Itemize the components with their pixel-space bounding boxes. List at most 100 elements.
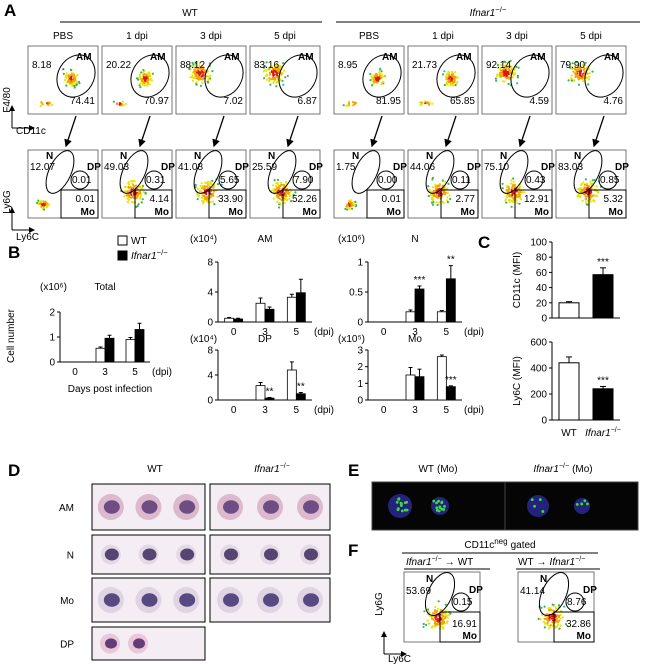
event-dot xyxy=(586,195,589,198)
strain-name: WT xyxy=(518,557,534,568)
event-dot xyxy=(198,195,201,198)
event-dot xyxy=(578,68,581,71)
event-dot xyxy=(76,80,79,83)
unit-label: (x10⁶) xyxy=(338,234,365,245)
event-dot xyxy=(272,76,275,80)
event-dot xyxy=(116,102,119,105)
event-dot xyxy=(508,195,511,198)
event-dot xyxy=(507,82,510,85)
event-dot xyxy=(570,74,573,77)
event-dot xyxy=(112,100,115,103)
event-dot xyxy=(448,71,451,74)
y-tick-label: 2 xyxy=(49,308,55,319)
event-dot xyxy=(444,616,447,620)
x-tick-label: WT xyxy=(561,428,577,439)
plot-frame xyxy=(555,45,627,115)
event-dot xyxy=(430,193,433,196)
event-dot xyxy=(277,185,281,188)
event-dot xyxy=(551,621,554,624)
event-dot xyxy=(139,82,142,85)
y-tick-label: 1 xyxy=(49,333,55,344)
event-dot xyxy=(145,74,148,77)
event-dot xyxy=(139,77,142,80)
event-dot xyxy=(141,187,144,190)
event-dot xyxy=(201,187,204,190)
mo-gate xyxy=(514,189,553,219)
event-dot xyxy=(277,187,280,190)
row-label: Mo xyxy=(60,596,74,607)
event-dot xyxy=(200,71,203,74)
event-dot xyxy=(447,182,450,185)
event-dot xyxy=(546,621,549,625)
event-dot xyxy=(380,70,383,73)
event-dot xyxy=(571,67,574,70)
event-dot xyxy=(207,78,210,81)
condition-label: PBS xyxy=(53,31,73,42)
y-axis-label: Ly6G xyxy=(2,190,13,214)
event-dot xyxy=(432,618,435,621)
event-dot xyxy=(432,201,435,204)
event-dot xyxy=(547,620,550,623)
n-gate xyxy=(424,572,456,616)
event-dot xyxy=(496,63,499,67)
gate-percent: 75.10 xyxy=(484,162,509,173)
bar xyxy=(592,274,614,319)
gate-percent: 88.12 xyxy=(180,60,205,71)
event-dot xyxy=(574,72,577,75)
event-dot xyxy=(142,74,145,77)
y-axis-label: Ly6G xyxy=(374,592,385,616)
event-dot xyxy=(583,70,586,73)
event-dot xyxy=(550,617,554,620)
event-dot xyxy=(139,75,142,78)
nucleus xyxy=(180,548,195,561)
n-gate xyxy=(119,150,149,194)
dp-gate xyxy=(292,170,312,190)
event-dot xyxy=(284,76,287,79)
event-dot xyxy=(539,618,542,621)
event-dot xyxy=(433,625,436,628)
event-dot xyxy=(67,76,70,79)
event-dot xyxy=(372,82,375,85)
event-dot xyxy=(201,200,204,203)
gate-label: AM xyxy=(224,52,240,63)
stain-spot xyxy=(442,508,446,511)
legend-swatch xyxy=(117,235,128,246)
gate-percent: 65.85 xyxy=(450,96,475,107)
event-dot xyxy=(188,67,191,70)
event-dot xyxy=(286,190,289,193)
gate-percent: 81.95 xyxy=(376,96,401,107)
event-dot xyxy=(43,208,46,211)
event-dot xyxy=(374,80,377,83)
event-dot xyxy=(276,178,280,181)
column-header: Ifnar1−/− xyxy=(254,463,290,475)
event-dot xyxy=(446,196,449,199)
stain-spot xyxy=(435,506,439,510)
event-dot xyxy=(577,64,580,68)
gate-label: AM xyxy=(456,52,472,63)
event-dot xyxy=(196,192,199,195)
nucleus xyxy=(142,548,157,561)
event-dot xyxy=(204,187,207,190)
event-dot xyxy=(275,182,278,185)
event-dot xyxy=(445,81,448,84)
panel-letter: C xyxy=(478,233,490,252)
event-dot xyxy=(543,605,546,608)
nucleus xyxy=(103,593,120,607)
event-dot xyxy=(377,76,381,79)
strain-gene: Ifnar1 xyxy=(550,557,576,568)
event-dot xyxy=(510,188,513,191)
strain-gene: Ifnar1 xyxy=(585,428,611,439)
gate-label: N xyxy=(268,151,275,162)
event-dot xyxy=(577,83,581,86)
event-dot xyxy=(519,191,522,194)
event-dot xyxy=(451,70,454,73)
dp-gate xyxy=(450,170,470,190)
strain-name: WT xyxy=(458,557,474,568)
gating-arrow xyxy=(286,115,299,148)
arrow: → xyxy=(537,557,547,568)
n-gate xyxy=(193,150,223,194)
event-dot xyxy=(551,603,554,606)
event-dot xyxy=(275,81,278,84)
event-dot xyxy=(142,69,145,72)
strain-gene: Ifnar1 xyxy=(254,464,280,475)
